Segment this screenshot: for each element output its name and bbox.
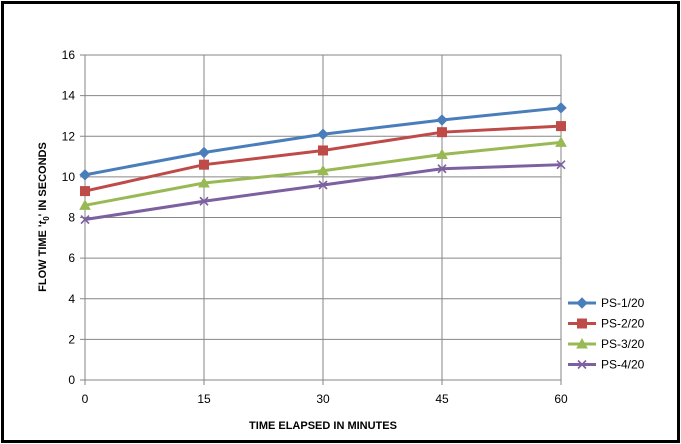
- legend: PS-1/20 PS-2/20 PS-3/20 PS-4/20: [568, 296, 645, 372]
- y-tick-label: 0: [68, 373, 75, 387]
- data-point: [317, 128, 329, 140]
- line-chart: 0 2 4 6 8 10 12 14 16 0 15 30 45 60 TIME ELAPSED IN …: [37, 48, 645, 432]
- legend-marker: [577, 359, 587, 370]
- legend-label: PS-2/20: [601, 317, 645, 331]
- data-point: [198, 176, 210, 188]
- x-tick-label: 0: [82, 392, 89, 406]
- data-point: [79, 199, 91, 210]
- y-tick-label: 8: [68, 211, 75, 225]
- data-point: [199, 196, 209, 206]
- legend-label: PS-1/20: [601, 296, 645, 310]
- data-point: [437, 164, 447, 174]
- legend-label: PS-4/20: [601, 358, 645, 372]
- data-point: [555, 102, 567, 114]
- data-point: [318, 145, 328, 156]
- legend-item: PS-1/20: [568, 296, 645, 310]
- x-tick-label: 60: [554, 392, 568, 406]
- y-tick-label: 12: [62, 129, 76, 143]
- y-tick-label: 10: [62, 170, 76, 184]
- y-tick-label: 14: [62, 89, 76, 103]
- series-layer: [79, 102, 567, 225]
- x-axis-ticks: 0 15 30 45 60: [82, 380, 568, 406]
- legend-marker: [576, 337, 588, 349]
- x-axis-title: TIME ELAPSED IN MINUTES: [249, 420, 397, 432]
- x-tick-label: 30: [316, 392, 330, 406]
- data-point: [317, 164, 329, 176]
- y-tick-label: 16: [62, 48, 76, 62]
- data-point: [198, 146, 210, 159]
- data-point: [436, 148, 448, 160]
- y-tick-label: 6: [68, 251, 75, 265]
- x-tick-label: 15: [197, 392, 211, 406]
- data-point: [80, 214, 90, 225]
- legend-label: PS-3/20: [601, 337, 645, 351]
- legend-marker: [576, 297, 588, 309]
- y-tick-label: 2: [68, 332, 75, 346]
- data-point: [437, 127, 447, 138]
- legend-item: PS-2/20: [568, 317, 645, 331]
- series-2: [80, 121, 566, 197]
- x-tick-label: 45: [435, 392, 449, 406]
- series-3: [79, 136, 567, 210]
- data-point: [436, 114, 448, 126]
- legend-item: PS-4/20: [568, 358, 645, 372]
- data-point: [199, 159, 209, 170]
- series-4: [80, 160, 566, 225]
- data-point: [556, 160, 566, 170]
- data-point: [318, 180, 328, 190]
- y-axis-title: FLOW TIME 't0' IN SECONDS: [37, 142, 51, 292]
- data-point: [556, 121, 566, 132]
- data-point: [80, 186, 90, 197]
- data-point: [79, 169, 91, 181]
- y-tick-label: 4: [68, 292, 75, 306]
- y-axis-ticks: 0 2 4 6 8 10 12 14 16: [62, 48, 85, 387]
- legend-marker: [577, 318, 587, 329]
- data-point: [555, 136, 567, 147]
- series-1: [79, 102, 567, 181]
- legend-item: PS-3/20: [568, 337, 645, 351]
